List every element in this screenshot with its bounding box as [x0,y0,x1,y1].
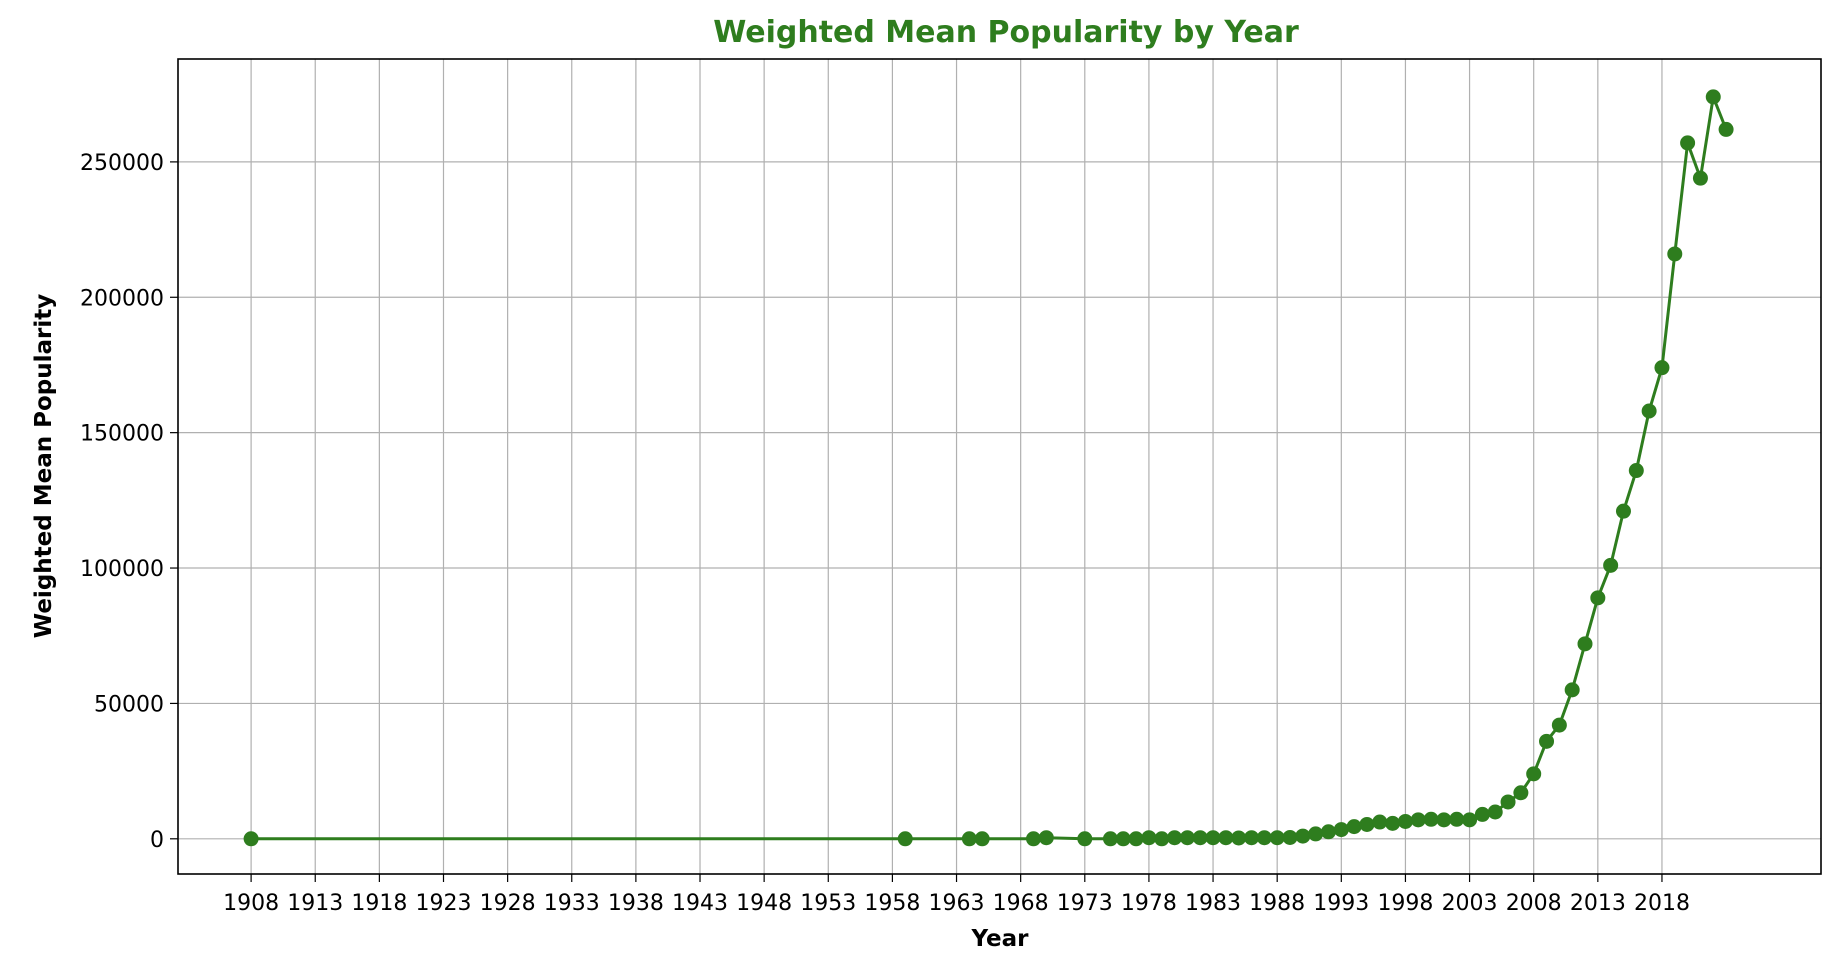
data-point [1077,831,1093,847]
data-point [1615,503,1631,519]
data-point [1385,815,1401,831]
y-tick-label: 250000 [80,151,164,176]
data-point [1680,135,1696,151]
data-point [1641,403,1657,419]
x-tick-label: 1948 [736,891,792,916]
x-tick-label: 1953 [800,891,856,916]
data-point [1667,246,1683,262]
x-axis-label: Year [970,926,1029,952]
plot-area-frame [177,58,1822,875]
x-tick-label: 1913 [287,891,343,916]
series-group [243,89,1734,847]
data-point [1474,806,1490,822]
data-point [1513,785,1529,801]
data-point [1256,830,1272,846]
data-point [974,831,990,847]
x-tick-label: 2008 [1506,891,1562,916]
data-point [1128,831,1144,847]
data-point [1551,717,1567,733]
y-tick-label: 0 [150,828,164,853]
data-point [1397,813,1413,829]
data-point [243,831,259,847]
x-tick-label: 1998 [1377,891,1433,916]
y-axis-label: Weighted Mean Popularity [31,294,57,638]
data-point [1346,819,1362,835]
x-tick-label: 1993 [1313,891,1369,916]
y-tick-label: 100000 [80,557,164,582]
data-point [1295,828,1311,844]
chart-title: Weighted Mean Popularity by Year [713,15,1299,50]
x-tick-label: 2018 [1634,891,1690,916]
x-tick-label: 1958 [864,891,920,916]
data-point [1205,830,1221,846]
x-tick-label: 1963 [929,891,985,916]
data-point [1192,830,1208,846]
data-point [1333,822,1349,838]
data-point [1025,831,1041,847]
data-point [897,831,913,847]
data-point [1115,831,1131,847]
data-point [1218,830,1234,846]
data-point [1436,812,1452,828]
data-point [1423,811,1439,827]
data-point [1231,830,1247,846]
y-axis: 0 50000 100000 150000 200000 250000 [80,151,178,853]
data-point [1154,831,1170,847]
data-point [1410,812,1426,828]
x-tick-label: 1978 [1121,891,1177,916]
x-tick-label: 1938 [608,891,664,916]
data-point [1308,826,1324,842]
data-point [1449,811,1465,827]
y-tick-label: 50000 [94,692,164,717]
data-point [1244,830,1260,846]
data-point [1628,463,1644,479]
data-point [1526,766,1542,782]
data-point [1692,170,1708,186]
data-point [1462,812,1478,828]
data-point [1320,824,1336,840]
data-point [1102,831,1118,847]
data-point [1539,733,1555,749]
data-point [1654,360,1670,376]
data-point [1590,590,1606,606]
x-tick-label: 2003 [1442,891,1498,916]
x-tick-label: 1923 [415,891,471,916]
x-tick-label: 1988 [1249,891,1305,916]
x-tick-label: 1928 [480,891,536,916]
data-point [1282,829,1298,845]
x-tick-label: 2013 [1570,891,1626,916]
data-point [1564,682,1580,698]
data-point [1500,794,1516,810]
x-tick-label: 1918 [351,891,407,916]
series-line [251,95,1728,841]
grid-lines [178,59,1821,874]
data-point [1577,636,1593,652]
data-point [1487,804,1503,820]
data-point [1372,814,1388,830]
x-tick-label: 1943 [672,891,728,916]
x-tick-label: 1973 [1057,891,1113,916]
x-tick-label: 1908 [223,891,279,916]
y-tick-label: 150000 [80,422,164,447]
data-point [1359,816,1375,832]
x-tick-label: 1983 [1185,891,1241,916]
data-point [1141,830,1157,846]
data-point [1167,830,1183,846]
x-axis: 1908 1913 1918 1923 1928 1933 1938 1943 1948 1953… [223,874,1690,916]
data-point [1179,830,1195,846]
data-point [1603,557,1619,573]
y-tick-label: 200000 [80,286,164,311]
x-tick-label: 1933 [544,891,600,916]
data-point [1705,89,1721,105]
data-point [1038,830,1054,846]
data-point [1718,121,1734,137]
x-tick-label: 1968 [993,891,1049,916]
data-point [1269,830,1285,846]
data-point [961,831,977,847]
